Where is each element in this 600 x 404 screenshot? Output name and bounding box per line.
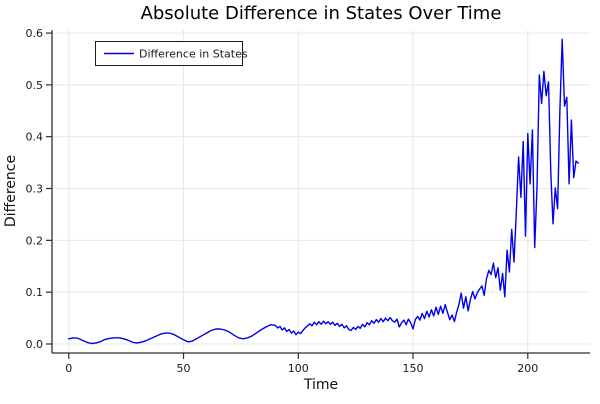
y-tick-label: 0.0 [26,338,44,351]
y-tick-label: 0.5 [26,79,44,92]
legend: Difference in States [95,41,248,66]
x-tick-label: 0 [65,362,72,375]
legend-entry-label: Difference in States [139,48,248,61]
y-tick-label: 0.6 [26,27,44,40]
chart-title: Absolute Difference in States Over Time [141,3,502,24]
x-tick-label: 150 [403,362,424,375]
series-line [68,38,579,345]
x-tick-label: 100 [288,362,309,375]
series-layer [68,38,579,345]
y-tick-label: 0.4 [26,131,44,144]
y-axis-label: Difference [3,155,19,227]
x-tick-label: 50 [177,362,191,375]
spine-layer [51,30,590,354]
x-tick-label: 200 [517,362,538,375]
y-tick-label: 0.1 [26,286,44,299]
y-tick-label: 0.3 [26,183,44,196]
y-tick-label: 0.2 [26,234,44,247]
x-axis-label: Time [303,377,338,393]
grid-layer [52,30,590,353]
tick-layer: 0.0 0.1 0.2 0.3 0.4 0.5 0.6 0 50 100 150 200 [26,27,539,375]
